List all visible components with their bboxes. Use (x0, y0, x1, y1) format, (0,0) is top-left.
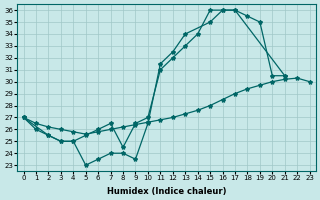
X-axis label: Humidex (Indice chaleur): Humidex (Indice chaleur) (107, 187, 226, 196)
